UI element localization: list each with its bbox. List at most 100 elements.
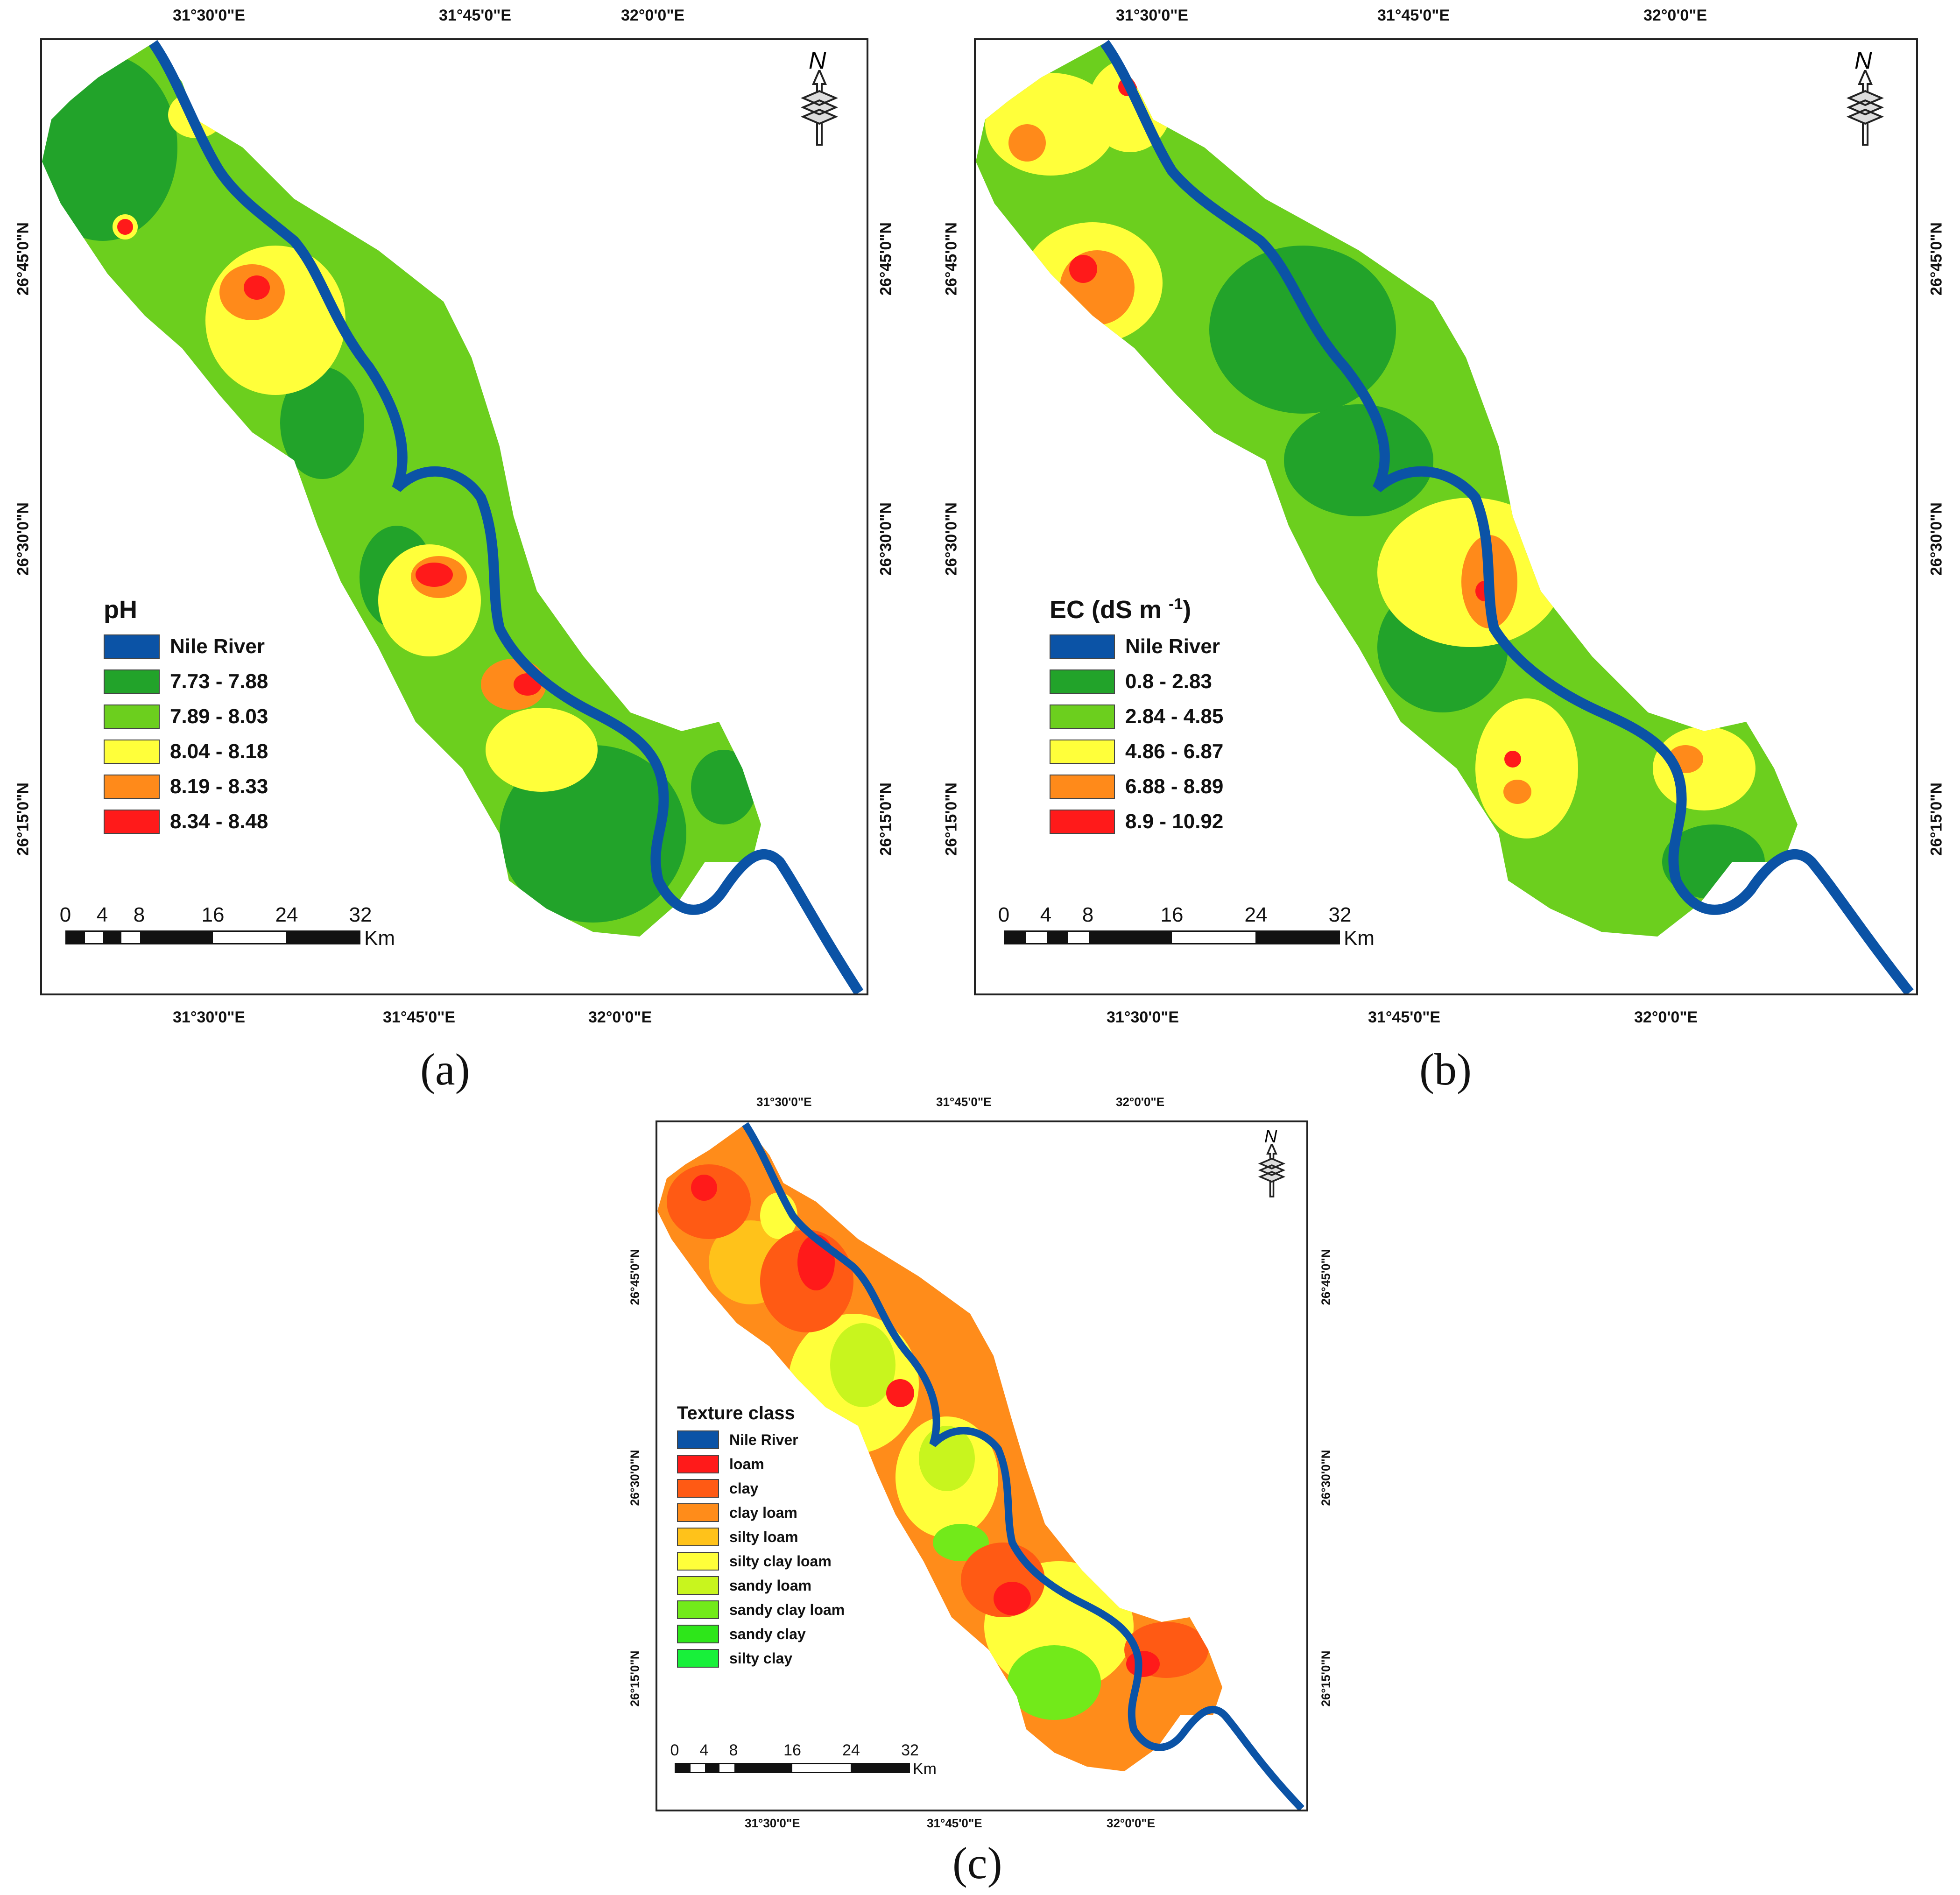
legend-swatch (1050, 740, 1115, 764)
legend-label: 7.89 - 8.03 (170, 705, 268, 728)
scale-unit: Km (1344, 927, 1375, 950)
top-lon-label: 31°30'0"E (1116, 7, 1189, 24)
legend-item: sandy loam (677, 1576, 845, 1595)
scale-segment (792, 1764, 851, 1772)
map-a (42, 40, 864, 993)
legend-swatch (677, 1479, 719, 1498)
legend-swatch (1050, 634, 1115, 659)
scale-segment (1047, 932, 1068, 943)
left-lat-label: 26°30'0"N (942, 502, 960, 576)
legend-item: 6.88 - 8.89 (1050, 775, 1223, 799)
scale-segment (121, 932, 140, 943)
legend-swatch (104, 634, 160, 659)
legend-item: silty clay (677, 1649, 845, 1668)
top-lon-label: 31°45'0"E (439, 7, 512, 24)
legend-item: Nile River (677, 1430, 845, 1449)
scale-segment (691, 1764, 705, 1772)
scale-bar-graphic (65, 930, 360, 944)
ec-zone (1504, 751, 1521, 768)
legend-label: 8.34 - 8.48 (170, 810, 268, 833)
scale-segment (85, 932, 104, 943)
legend-item: loam (677, 1455, 845, 1473)
texture-zone (1126, 1651, 1160, 1677)
scale-segment (1255, 932, 1339, 943)
caption-c: (c) (952, 1838, 1002, 1888)
scale-tick-label: 32 (349, 903, 372, 926)
scale-tick-label: 24 (1244, 903, 1268, 926)
legend-label: loam (729, 1455, 764, 1472)
scale-segment (705, 1764, 720, 1772)
legend-swatch (104, 704, 160, 729)
scale-bar-b: 0 4 8 16 24 32 Km (998, 903, 1387, 955)
legend-swatch (677, 1649, 719, 1668)
nile-river (742, 1122, 1304, 1810)
scale-tick-label: 8 (729, 1741, 738, 1759)
legend-swatch (1050, 775, 1115, 799)
texture-zone (830, 1323, 895, 1407)
ph-zone (691, 750, 756, 824)
legend-swatch (677, 1503, 719, 1522)
legend-item: 4.86 - 6.87 (1050, 740, 1223, 764)
legend-swatch (104, 669, 160, 694)
legend-title-sup: -1 (1169, 595, 1183, 613)
right-lat-label: 26°30'0"N (1927, 502, 1946, 576)
legend-swatch (677, 1455, 719, 1473)
texture-zone (994, 1582, 1031, 1615)
ph-hotspot (113, 214, 138, 240)
scale-segment (1026, 932, 1047, 943)
scale-tick-label: 0 (670, 1741, 679, 1759)
bottom-lon-label: 31°30'0"E (1107, 1008, 1179, 1026)
scale-unit: Km (364, 927, 395, 950)
scale-tick-label: 16 (201, 903, 225, 926)
nile-river (1100, 40, 1914, 993)
legend-swatch (677, 1528, 719, 1546)
legend-title: EC (dS m -1) (1050, 595, 1223, 624)
legend-label: 8.04 - 8.18 (170, 740, 268, 763)
scale-segment (1172, 932, 1255, 943)
scale-segment (719, 1764, 734, 1772)
legend-swatch (104, 810, 160, 834)
top-lon-label: 31°45'0"E (1377, 7, 1450, 24)
scale-segment (676, 1764, 691, 1772)
texture-zone (1008, 1645, 1101, 1720)
north-arrow-icon (1258, 1144, 1286, 1198)
right-lat-label: 26°15'0"N (877, 782, 895, 856)
legend-item: sandy clay (677, 1625, 845, 1643)
ph-zone (486, 708, 598, 792)
bottom-lon-label: 31°45'0"E (1368, 1008, 1441, 1026)
bottom-lon-label: 31°45'0"E (383, 1008, 456, 1026)
legend-b: EC (dS m -1) Nile River 0.8 - 2.83 2.84 - … (1050, 595, 1223, 845)
scale-ticks: 0 4 8 16 24 32 (60, 903, 420, 927)
left-lat-label: 26°30'0"N (627, 1450, 642, 1506)
ec-zone (1209, 246, 1396, 414)
legend-item: sandy clay loam (677, 1600, 845, 1619)
legend-a: pH Nile River 7.73 - 7.88 7.89 - 8.03 8.04 … (104, 595, 268, 845)
map-b (976, 40, 1914, 993)
north-arrow: N (798, 47, 840, 149)
legend-swatch (1050, 669, 1115, 694)
legend-label: clay (729, 1479, 759, 1497)
bottom-lon-label: 32°0'0"E (1634, 1008, 1698, 1026)
scale-segment (103, 932, 122, 943)
legend-item: Nile River (1050, 634, 1223, 659)
north-arrow-icon (1846, 70, 1884, 146)
scale-segment (67, 932, 85, 943)
bottom-lon-label: 31°45'0"E (927, 1816, 982, 1830)
legend-label: 2.84 - 4.85 (1125, 705, 1224, 728)
legend-label: 0.8 - 2.83 (1125, 670, 1212, 693)
scale-tick-label: 8 (1082, 903, 1094, 926)
legend-title: pH (104, 596, 137, 624)
scale-tick-label: 4 (96, 903, 108, 926)
legend-item: 8.34 - 8.48 (104, 810, 268, 834)
map-c (657, 1122, 1304, 1810)
legend-label: clay loam (729, 1504, 797, 1521)
scale-segment (1067, 932, 1089, 943)
legend-title-main: EC (dS m (1050, 596, 1162, 624)
legend-label: sandy loam (729, 1577, 812, 1594)
right-lat-label: 26°45'0"N (1927, 222, 1946, 296)
texture-zone (691, 1175, 717, 1201)
legend-swatch (677, 1625, 719, 1643)
legend-item: 7.73 - 7.88 (104, 669, 268, 694)
legend-label: Nile River (170, 635, 265, 658)
right-lat-label: 26°15'0"N (1318, 1650, 1333, 1707)
